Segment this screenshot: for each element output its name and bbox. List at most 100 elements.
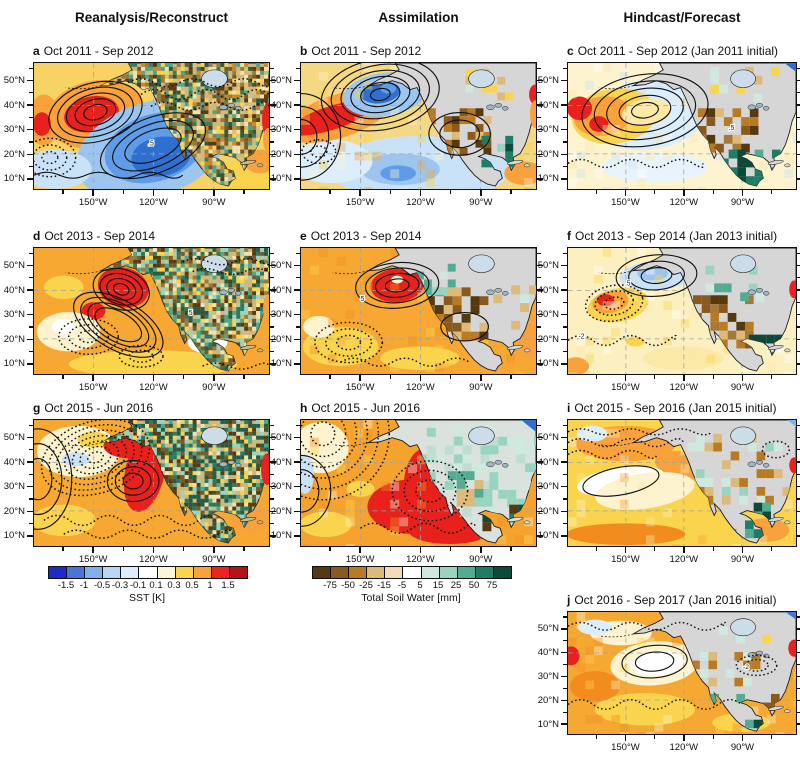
lat-tick [270,363,276,365]
panel-period: Oct 2013 - Sep 2014 [310,229,422,243]
lon-tick [359,375,361,381]
lat-tick [294,104,300,106]
lon-tick [480,547,482,553]
lon-tick-label: 120°W [406,554,435,565]
lat-minor-tick [296,522,300,525]
lat-minor-tick [296,92,300,94]
colorbar-soil: -75 -50 -25 -15 -5 5 15 25 50 75 Total Soil Water … [312,566,512,604]
lat-minor-tick [29,92,33,94]
panel-letter: a [33,44,40,58]
panel-letter: e [300,229,307,243]
aleutian-islands [65,85,102,90]
lat-minor-tick [797,252,800,254]
lat-tick [537,461,543,463]
lon-tick-label: 150°W [345,554,375,565]
colorbar-segment [120,567,139,578]
lat-minor-tick [537,67,541,69]
lon-minor-tick [183,190,185,194]
colorbar-bar [48,566,248,579]
lon-minor-tick [62,375,64,379]
lat-tick [27,178,33,180]
lon-tick [480,375,482,381]
map-field-i [568,420,796,546]
lon-tick-label: 150°W [611,554,640,565]
map-panel-a: .5 [33,62,270,190]
lat-tick [294,128,300,131]
colorbar-segment [474,567,493,578]
lon-minor-tick [389,547,391,551]
lat-tick [561,651,567,654]
map-field-d: 5 [34,248,269,374]
lat-tick [294,153,300,156]
lat-tick [537,178,543,180]
lon-tick-label: 90°W [202,197,226,208]
lon-minor-tick [62,190,64,194]
great-lakes [486,289,495,296]
map-panel-i [567,419,797,547]
lat-tick [294,338,300,341]
lat-minor-tick [563,616,567,618]
lat-tick [27,153,33,156]
lon-tick-label: 120°W [139,554,168,565]
lat-minor-tick [270,498,274,500]
map-field-h [301,420,536,546]
lat-minor-tick [270,92,274,94]
map-field-e: 5 [301,248,536,374]
map-field-c: .5 [568,63,796,189]
lat-tick [797,485,800,488]
lat-tick-label: 40°N [3,456,25,468]
circulation-contours [568,621,778,710]
lat-tick-label: 20°N [537,694,559,706]
lat-tick [294,535,300,537]
lat-minor-tick [563,301,567,303]
lon-tick [92,190,94,196]
lat-minor-tick [296,301,300,303]
panel-letter: g [33,401,41,415]
great-lakes [235,291,242,296]
lat-minor-tick [29,165,33,168]
panel-period: Oct 2011 - Sep 2012 [43,44,154,58]
over-land-ocean-patches [529,84,536,128]
lat-tick [537,436,543,439]
lat-tick [561,628,567,630]
great-lakes [235,463,242,468]
lat-tick [294,313,300,316]
lat-tick [561,338,567,341]
great-lakes [755,650,764,656]
cuba-island [240,344,257,350]
lon-tick [624,735,627,741]
map-field-b [301,63,536,189]
lon-minor-tick [329,375,331,379]
lat-tick [270,178,276,180]
lat-minor-tick [270,522,274,525]
lat-minor-tick [29,252,33,254]
lat-tick [797,313,800,316]
lon-tick-label: 90°W [202,554,226,565]
panel-letter: f [567,229,571,243]
panel-title-g: g Oct 2015 - Jun 2016 [33,401,153,415]
lat-tick [537,153,543,156]
lat-minor-tick [270,424,274,426]
great-lakes [227,103,236,108]
colorbar-tick-label: -1 [79,580,89,591]
lon-tick [359,547,361,553]
colorbar-tick-label: -75 [323,580,337,591]
lon-minor-tick [389,375,391,379]
lat-tick-label: 50°N [270,259,292,271]
lon-tick-label: 150°W [78,382,108,393]
colorbar-segment [66,567,85,578]
panel-title-h: h Oct 2015 - Jun 2016 [300,401,420,415]
lat-tick [797,338,800,341]
panel-letter: i [567,401,571,415]
panel-letter: d [33,229,41,243]
cuba-island [767,159,784,165]
lat-tick [561,79,567,82]
panel-letter: b [300,44,308,58]
lon-tick [624,375,627,381]
lon-minor-tick [771,547,773,551]
lat-tick [294,510,300,513]
lat-minor-tick [29,326,33,328]
lat-tick [294,264,300,267]
great-lakes [755,460,764,465]
colorbar-tick-label: -5 [397,580,407,591]
